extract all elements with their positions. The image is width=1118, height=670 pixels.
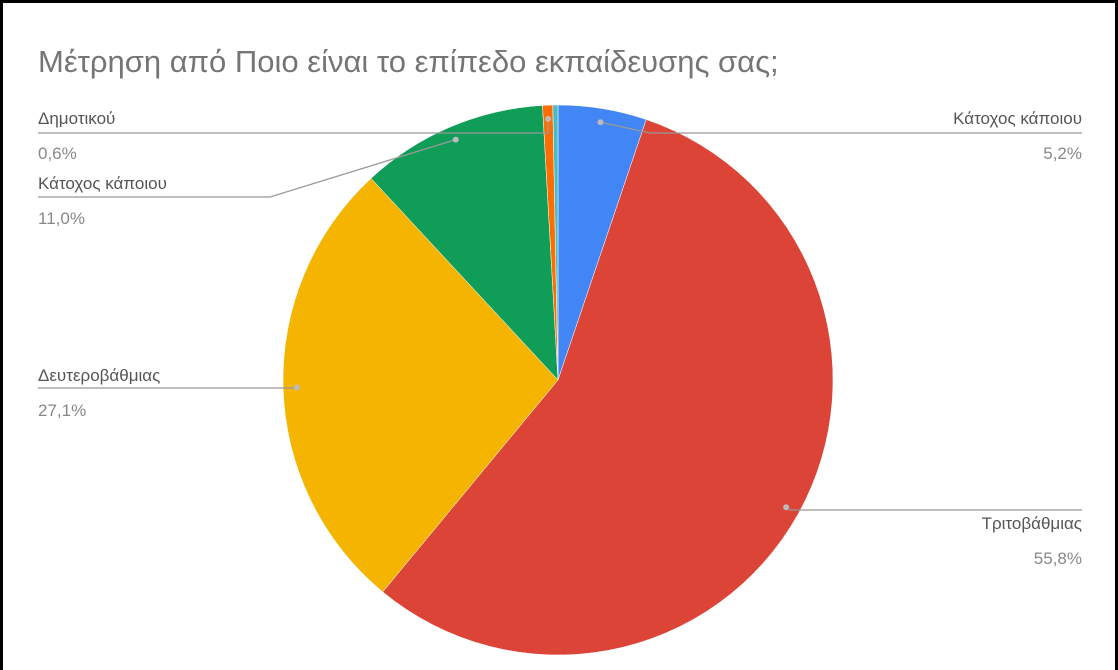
slice-value-label: 27,1% xyxy=(38,401,86,420)
slice-value-label: 55,8% xyxy=(1034,549,1082,568)
leader-line xyxy=(38,118,549,134)
slice-label: Τριτοβάθμιας xyxy=(982,514,1082,533)
slice-label: Κάτοχος κάποιου xyxy=(953,109,1082,128)
leader-dot xyxy=(293,384,300,391)
slice-label: Δημοτικού xyxy=(38,109,115,128)
leader-line xyxy=(600,121,1082,134)
leader-dot xyxy=(452,136,459,143)
leader-dot xyxy=(545,115,552,122)
leader-dot xyxy=(597,119,604,126)
pie xyxy=(282,104,834,656)
chart-title: Μέτρηση από Ποιο είναι το επίπεδο εκπαίδ… xyxy=(38,44,779,79)
pie-slice xyxy=(552,104,559,381)
slice-label: Κάτοχος κάποιου xyxy=(38,174,167,193)
slice-value-label: 11,0% xyxy=(38,209,85,228)
leader-line xyxy=(38,386,298,389)
labels: Κάτοχος κάποιου 5,2% Τριτοβάθμιας 55,8% Δευτ… xyxy=(38,109,1082,568)
leader-line xyxy=(38,138,456,198)
pie-slice xyxy=(382,119,834,656)
slice-label: Δευτεροβάθμιας xyxy=(38,366,160,385)
pie-slice xyxy=(370,105,559,381)
leader-dot xyxy=(783,504,790,511)
slice-value-label: 5,2% xyxy=(1043,144,1082,163)
slice-value-label: 0,6% xyxy=(38,144,77,163)
